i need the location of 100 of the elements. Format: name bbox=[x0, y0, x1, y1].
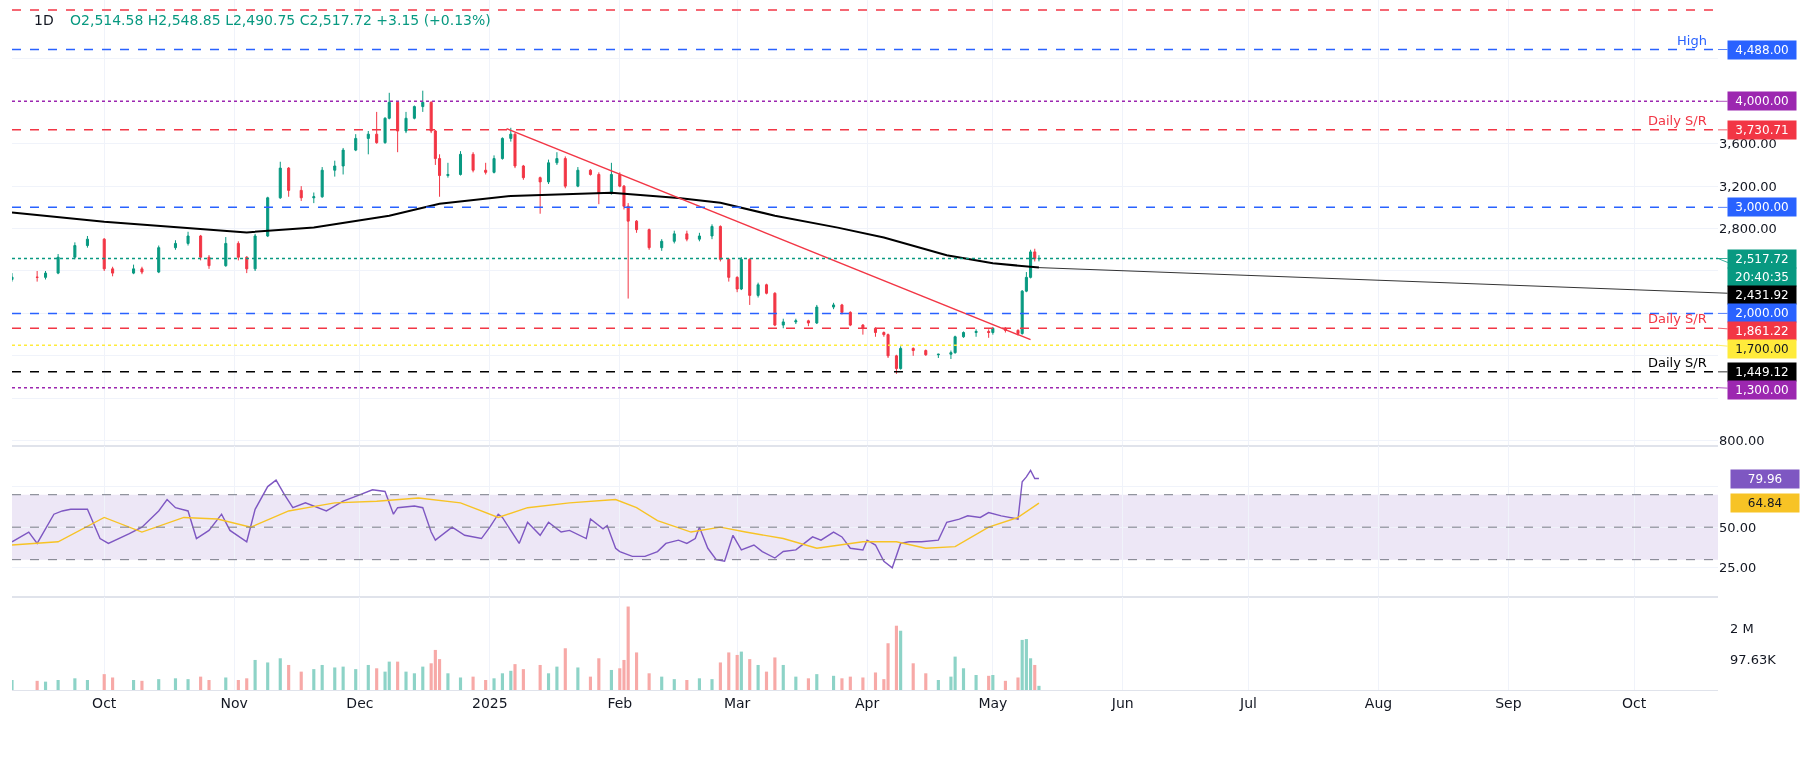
bar bbox=[660, 676, 664, 690]
bar bbox=[1020, 639, 1024, 690]
bar bbox=[647, 673, 651, 690]
bar bbox=[131, 679, 136, 690]
bar bbox=[56, 679, 60, 690]
candlestick bbox=[748, 257, 752, 306]
bar bbox=[806, 678, 810, 690]
annotation: 3,000.00 bbox=[1735, 200, 1789, 214]
bar bbox=[35, 680, 39, 690]
candlestick bbox=[312, 192, 316, 204]
bar bbox=[974, 674, 978, 690]
bar bbox=[471, 676, 475, 690]
candlestick bbox=[278, 161, 282, 200]
x-tick-label: May bbox=[978, 694, 1008, 711]
bar bbox=[991, 674, 995, 690]
bar bbox=[341, 666, 345, 690]
y-tick-label: 50.00 bbox=[1719, 519, 1757, 535]
annotation: 4,488.00 bbox=[1735, 43, 1789, 57]
bar bbox=[588, 676, 593, 690]
bar bbox=[961, 668, 966, 690]
bar bbox=[513, 664, 517, 690]
annotation: 1,449.12 bbox=[1735, 365, 1789, 379]
x-tick-label: Dec bbox=[346, 694, 374, 711]
bar bbox=[899, 630, 903, 690]
bar bbox=[43, 681, 48, 690]
bar bbox=[266, 662, 270, 690]
candlestick bbox=[199, 234, 203, 261]
bar bbox=[458, 677, 463, 690]
y-tick-label: 3,200.00 bbox=[1719, 178, 1777, 194]
bar bbox=[861, 677, 865, 690]
bar bbox=[412, 673, 416, 690]
annotation: 1,300.00 bbox=[1735, 383, 1789, 397]
candlestick bbox=[44, 270, 48, 280]
x-tick-label: Oct bbox=[92, 694, 117, 711]
candlestick bbox=[911, 347, 915, 357]
candlestick bbox=[245, 255, 249, 274]
bar bbox=[609, 669, 613, 690]
candlestick bbox=[207, 254, 211, 270]
bar bbox=[354, 669, 358, 690]
bar bbox=[102, 674, 106, 690]
bar bbox=[924, 673, 928, 690]
y-tick-label: 800.00 bbox=[1719, 433, 1765, 449]
bar bbox=[387, 661, 391, 690]
annotation: 1,861.22 bbox=[1735, 324, 1789, 338]
bar bbox=[794, 676, 798, 690]
bar bbox=[245, 678, 249, 690]
bar bbox=[911, 663, 915, 690]
candlestick bbox=[266, 196, 270, 238]
candlestick bbox=[635, 219, 639, 234]
x-tick-label: Sep bbox=[1495, 694, 1522, 711]
bar bbox=[546, 673, 551, 690]
candlestick bbox=[85, 235, 89, 249]
bar bbox=[173, 678, 178, 690]
candlestick bbox=[597, 171, 601, 205]
candlestick bbox=[500, 136, 504, 161]
x-tick-label: Jul bbox=[1239, 694, 1257, 711]
candlestick bbox=[794, 318, 798, 325]
bar bbox=[186, 679, 190, 690]
bar bbox=[1003, 680, 1007, 690]
candlestick bbox=[899, 345, 903, 371]
bar bbox=[199, 676, 203, 690]
candlestick bbox=[832, 302, 836, 310]
bar bbox=[953, 656, 957, 690]
candlestick bbox=[421, 90, 425, 113]
text: 1D bbox=[34, 12, 54, 28]
candlestick bbox=[894, 354, 898, 375]
bar bbox=[509, 670, 513, 690]
bar bbox=[764, 671, 769, 690]
candlestick bbox=[333, 160, 337, 178]
candlestick bbox=[354, 133, 358, 152]
candlestick bbox=[555, 151, 559, 166]
candlestick bbox=[521, 164, 525, 181]
candlestick bbox=[287, 166, 291, 198]
candlestick bbox=[848, 310, 852, 327]
candlestick bbox=[735, 275, 739, 293]
bar bbox=[727, 652, 731, 690]
bar bbox=[85, 679, 90, 690]
bar bbox=[366, 664, 370, 690]
candlestick bbox=[140, 266, 144, 275]
candlestick bbox=[484, 162, 488, 175]
candlestick bbox=[1033, 248, 1037, 262]
candlestick bbox=[815, 304, 819, 325]
ref-line-label: Daily S/R bbox=[1648, 113, 1707, 128]
annotation: 2,517.72 bbox=[1735, 252, 1789, 266]
candlestick bbox=[886, 333, 890, 359]
bar bbox=[396, 661, 400, 690]
candlestick bbox=[320, 166, 324, 199]
candlestick bbox=[1016, 328, 1020, 337]
x-tick-label: Nov bbox=[220, 694, 248, 711]
bar bbox=[848, 676, 852, 690]
bar bbox=[484, 679, 488, 690]
bar bbox=[748, 659, 752, 690]
candlestick bbox=[186, 231, 190, 247]
bar bbox=[626, 606, 630, 690]
text: 97.63K bbox=[1730, 652, 1777, 667]
candlestick bbox=[924, 348, 928, 357]
x-tick-label: 2025 bbox=[472, 694, 508, 711]
line-series bbox=[12, 469, 1040, 569]
bar bbox=[1024, 639, 1028, 690]
candlestick bbox=[840, 303, 844, 315]
